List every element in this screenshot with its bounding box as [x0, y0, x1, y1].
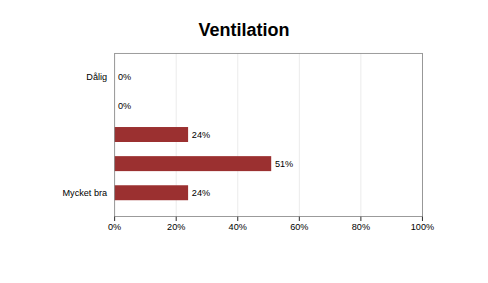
- svg-text:60%: 60%: [290, 222, 308, 232]
- html-text:Ventilation: Ventilation: [198, 20, 290, 40]
- svg-text:0%: 0%: [108, 222, 121, 232]
- svg-text:24%: 24%: [192, 188, 210, 198]
- svg-text:Dålig: Dålig: [86, 72, 107, 82]
- svg-text:40%: 40%: [229, 222, 247, 232]
- svg-text:0%: 0%: [118, 101, 131, 111]
- svg-text:Mycket bra: Mycket bra: [62, 188, 108, 198]
- svg-text:80%: 80%: [352, 222, 370, 232]
- svg-text:0%: 0%: [118, 72, 131, 82]
- svg-text:24%: 24%: [192, 130, 210, 140]
- svg-text:20%: 20%: [167, 222, 185, 232]
- svg-text:51%: 51%: [275, 159, 293, 169]
- svg-text:100%: 100%: [411, 222, 434, 232]
